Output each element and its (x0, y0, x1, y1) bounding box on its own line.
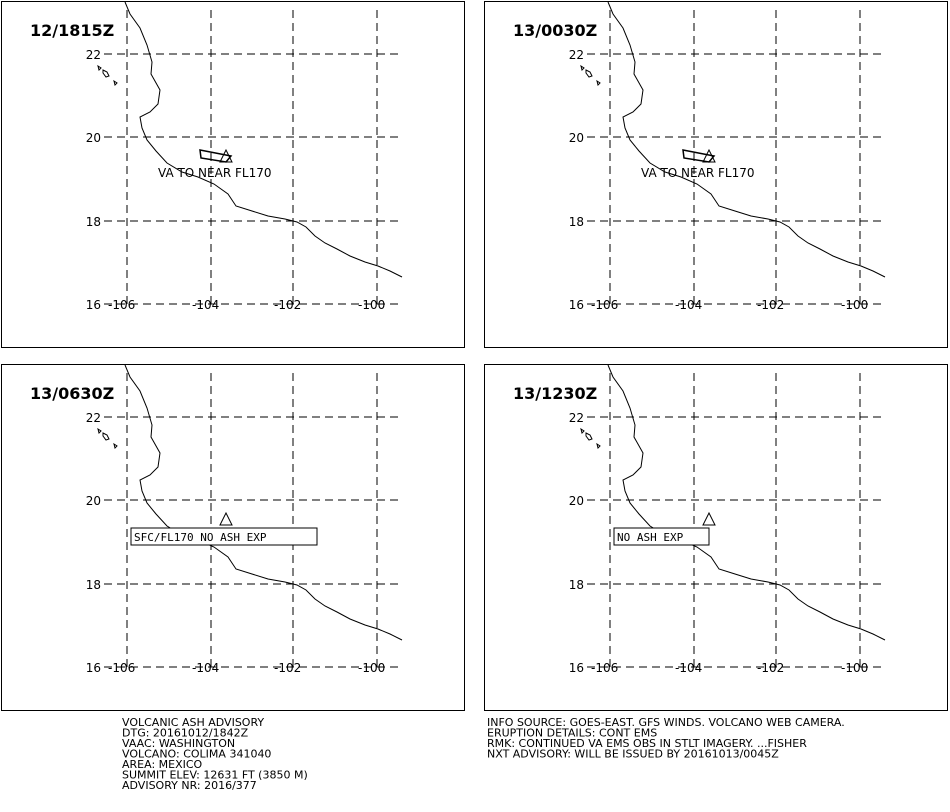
lon-label: -106 (108, 298, 135, 312)
map-panel: 13/1230Z 22 20 18 16 -106 -104 -102 -100 NO ASH E… (484, 364, 948, 711)
lon-label: -104 (192, 661, 219, 675)
lat-label: 16 (86, 298, 101, 312)
footer-line: INFO SOURCE: GOES-EAST. GFS WINDS. VOLCA… (487, 716, 845, 729)
lon-label: -106 (591, 661, 618, 675)
footer-line: ADVISORY NR: 2016/377 (122, 779, 257, 792)
panel-time: 13/0630Z (30, 384, 114, 403)
ash-area (199, 149, 233, 163)
lat-label: 22 (569, 48, 584, 62)
lon-label: -106 (108, 661, 135, 675)
ash-annotation: SFC/FL170 NO ASH EXP (134, 531, 267, 544)
volcano (702, 511, 716, 526)
lon-label: -106 (591, 298, 618, 312)
islands (97, 64, 118, 86)
map-panel: 13/0030Z 22 20 18 16 -106 -104 -102 -100 VA TO NE… (484, 1, 948, 348)
ash-annotation: NO ASH EXP (617, 531, 684, 544)
coastline (607, 1, 886, 278)
lat-label: 18 (569, 578, 584, 592)
map-panel: 13/0630Z 22 20 18 16 -106 -104 -102 -100 SFC/FL17… (1, 364, 465, 711)
panel-frame (484, 1, 948, 348)
islands (580, 64, 601, 86)
lat-label: 22 (86, 48, 101, 62)
lon-label: -102 (757, 661, 784, 675)
lon-label: -102 (757, 298, 784, 312)
lon-label: -104 (192, 298, 219, 312)
lon-label: -100 (358, 661, 385, 675)
lon-label: -102 (274, 661, 301, 675)
lon-label: -104 (675, 298, 702, 312)
panel-time: 13/0030Z (513, 21, 597, 40)
footer-line: SUMMIT ELEV: 12631 FT (3850 M) (122, 769, 308, 782)
volcano (219, 511, 233, 526)
lon-label: -100 (841, 298, 868, 312)
footer-line: AREA: MEXICO (122, 758, 203, 771)
lon-label: -104 (675, 661, 702, 675)
panel-frame (1, 1, 465, 348)
lat-label: 16 (569, 298, 584, 312)
ash-annotation: VA TO NEAR FL170 (158, 166, 271, 180)
lat-label: 16 (86, 661, 101, 675)
panel-time: 12/1815Z (30, 21, 114, 40)
ash-area (682, 149, 716, 163)
footer-line: VAAC: WASHINGTON (122, 737, 235, 750)
lat-label: 22 (569, 411, 584, 425)
lat-label: 20 (86, 131, 101, 145)
lon-label: -100 (358, 298, 385, 312)
annotation-box (130, 527, 318, 546)
panel-frame (484, 364, 948, 711)
lat-label: 18 (86, 215, 101, 229)
footer-line: VOLCANIC ASH ADVISORY (122, 716, 264, 729)
lon-label: -100 (841, 661, 868, 675)
lat-label: 20 (569, 494, 584, 508)
lat-label: 18 (86, 578, 101, 592)
annotation-box (613, 527, 710, 546)
lat-label: 20 (569, 131, 584, 145)
lat-label: 20 (86, 494, 101, 508)
lat-label: 18 (569, 215, 584, 229)
islands (580, 427, 601, 449)
islands (97, 427, 118, 449)
map-panel: 12/1815Z 22 20 18 16 -106 -104 -102 -100 VA TO NE… (1, 1, 465, 348)
footer-line: RMK: CONTINUED VA EMS OBS IN STLT IMAGER… (487, 737, 807, 750)
panel-time: 13/1230Z (513, 384, 597, 403)
lat-label: 22 (86, 411, 101, 425)
coastline (124, 1, 403, 278)
footer-line: ERUPTION DETAILS: CONT EMS (487, 727, 657, 740)
ash-annotation: VA TO NEAR FL170 (641, 166, 754, 180)
footer-line: VOLCANO: COLIMA 341040 (122, 748, 271, 761)
footer-line: NXT ADVISORY: WILL BE ISSUED BY 20161013… (487, 748, 779, 761)
footer-line: DTG: 20161012/1842Z (122, 727, 249, 740)
lat-label: 16 (569, 661, 584, 675)
lon-label: -102 (274, 298, 301, 312)
